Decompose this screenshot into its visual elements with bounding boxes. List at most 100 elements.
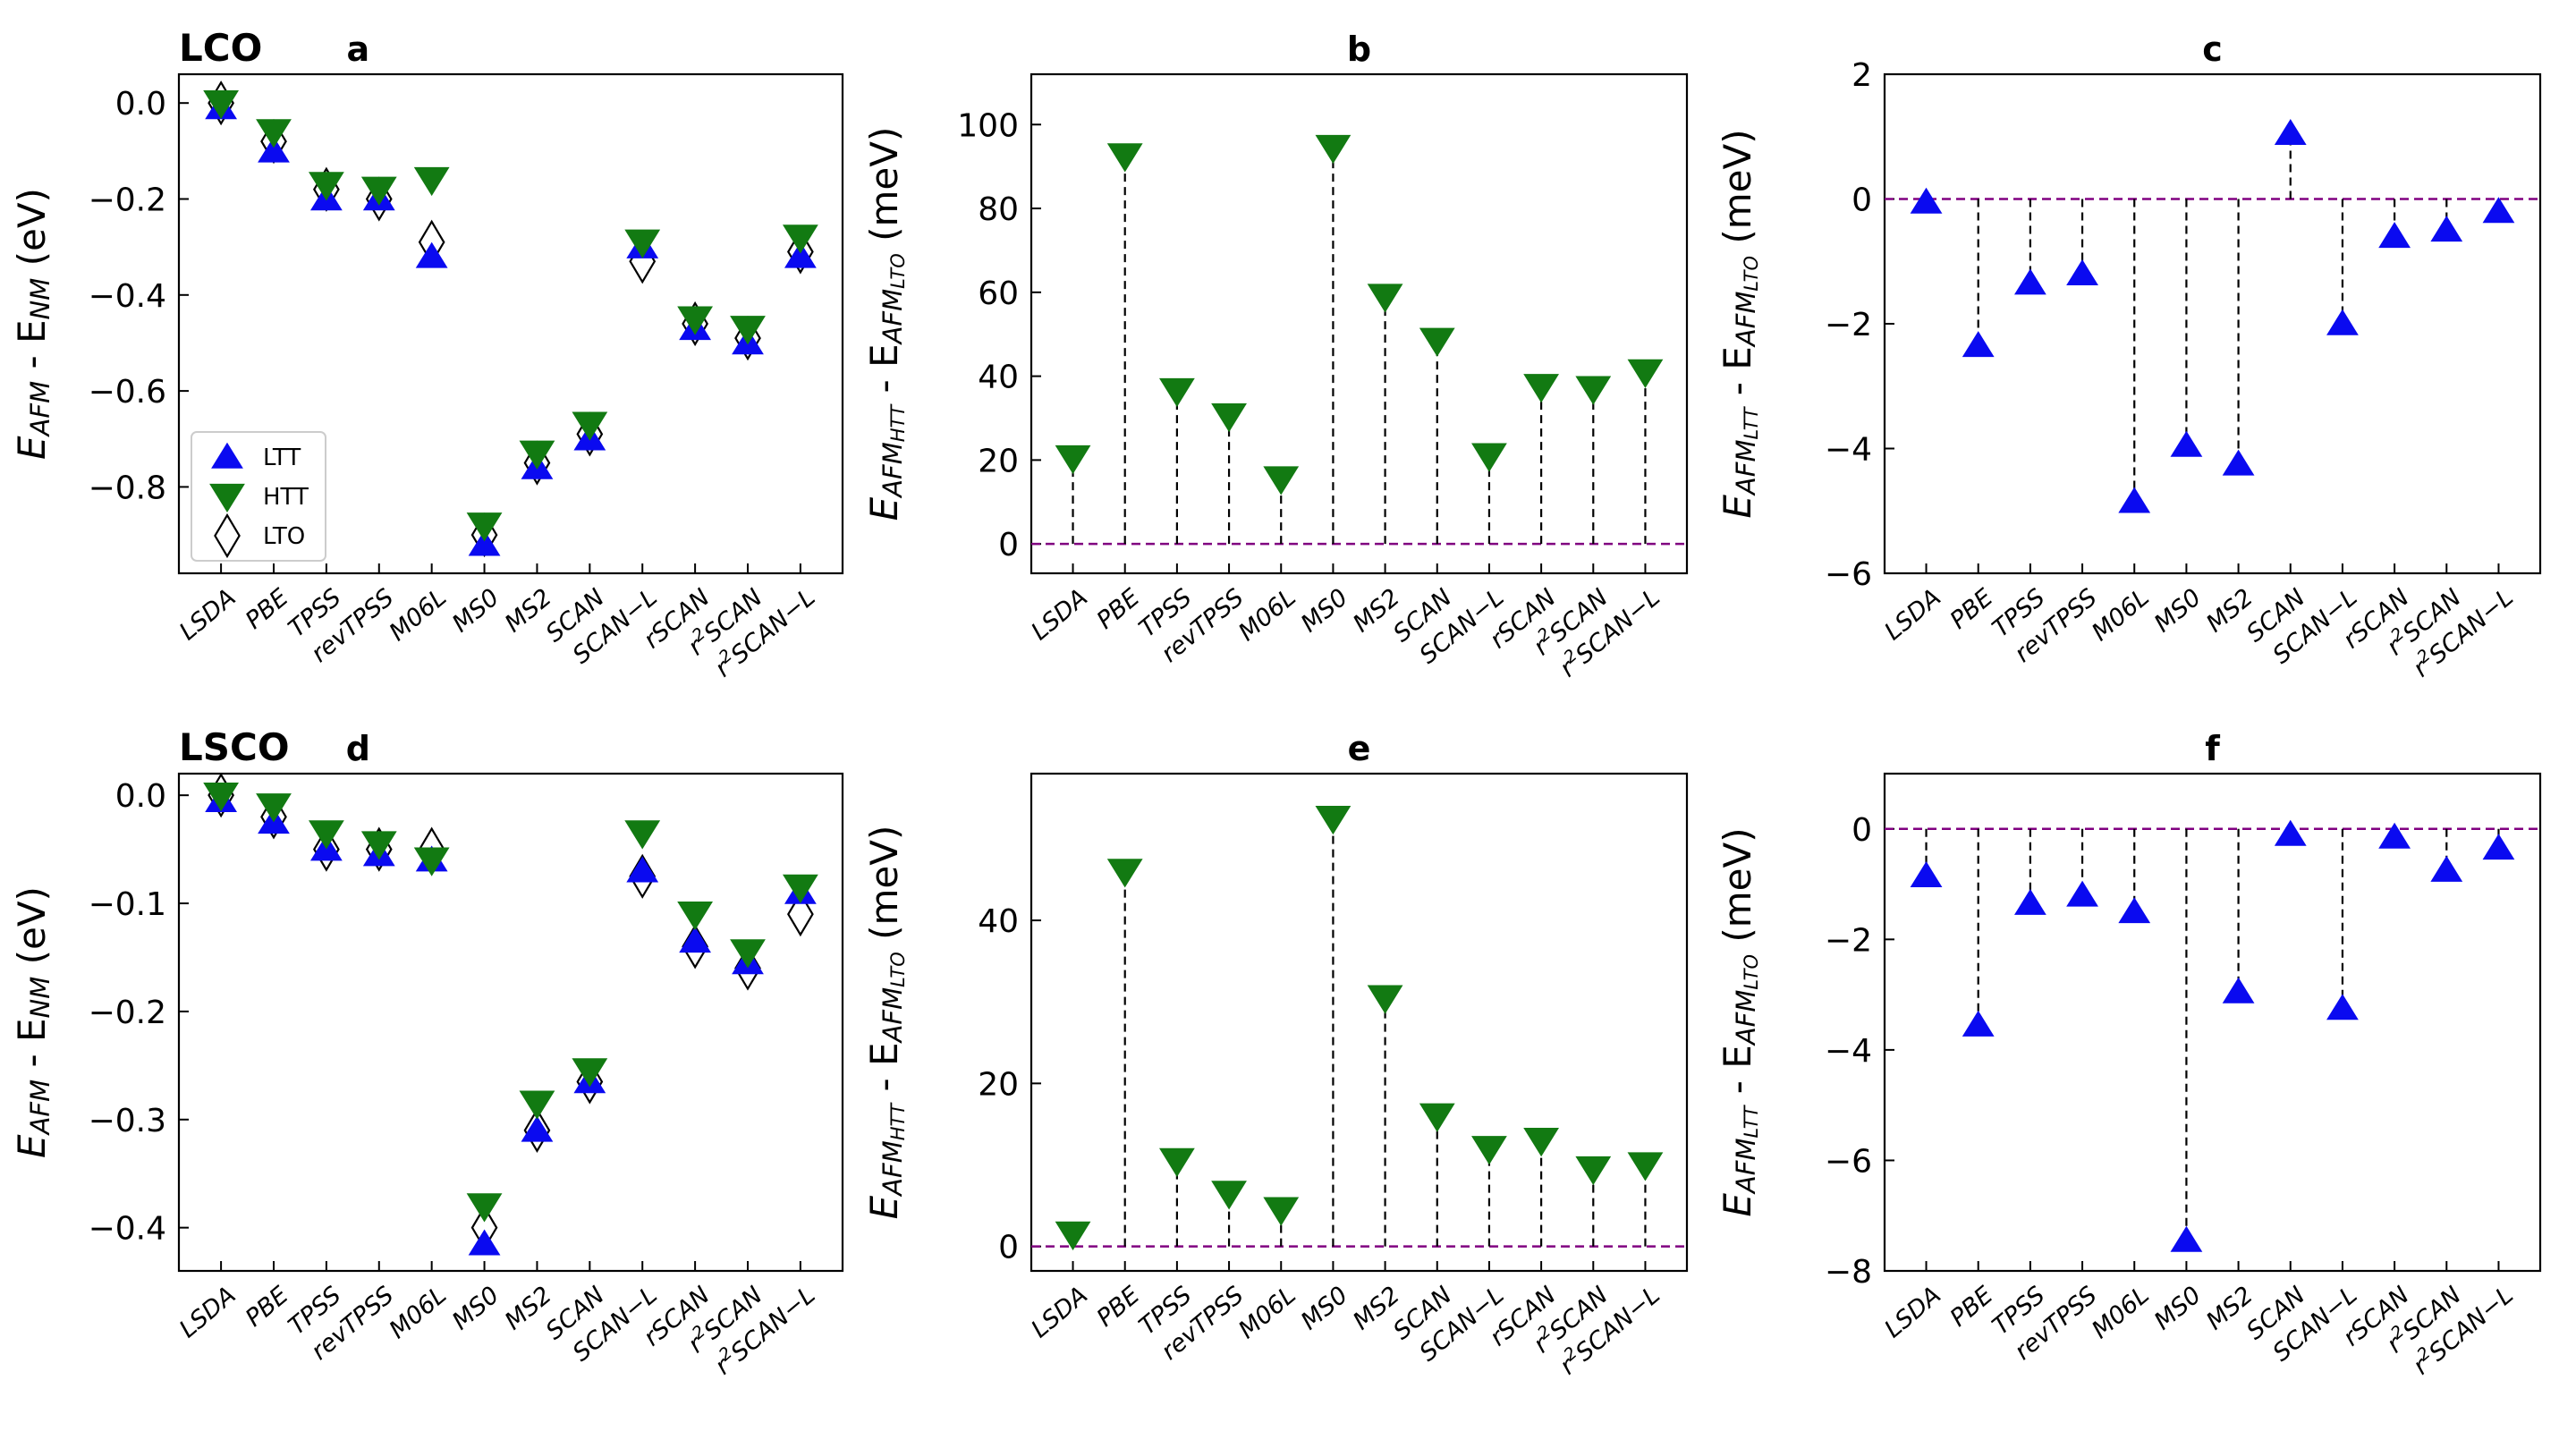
system-label: LCO — [179, 26, 262, 70]
system-label: LSCO — [179, 725, 290, 769]
x-tick-label: PBE — [1945, 584, 1999, 635]
data-point-htt — [1106, 859, 1143, 888]
data-point-ltt — [2118, 487, 2151, 513]
y-tick-label: 0.0 — [115, 778, 166, 815]
data-point-htt — [1523, 1127, 1560, 1157]
panel-e: e02040LSDAPBETPSSrevTPSSM06LMS0MS2SCANSC… — [862, 729, 1689, 1380]
x-tick-label: LSDA — [174, 584, 242, 647]
y-tick-label: 0.0 — [115, 86, 166, 123]
data-point-htt — [466, 1193, 503, 1223]
data-point-ltt — [2274, 819, 2307, 846]
data-point-htt — [256, 119, 292, 148]
y-axis-label: EAFM - ENM (eV) — [10, 886, 56, 1158]
data-point-htt — [308, 820, 344, 850]
data-point-ltt — [2170, 430, 2203, 457]
data-point-ltt — [1962, 1010, 1995, 1037]
plot-frame — [1883, 72, 2542, 575]
y-tick-label: −0.6 — [89, 374, 166, 411]
data-point-ltt — [2326, 309, 2359, 335]
data-point-ltt — [784, 241, 817, 268]
data-point-ltt — [2170, 1225, 2203, 1252]
x-tick-label: M06L — [385, 1282, 453, 1344]
data-point-ltt — [1910, 861, 1943, 888]
y-tick-label: 60 — [978, 275, 1019, 312]
data-point-ltt — [1962, 331, 1995, 358]
x-tick-label: M06L — [2087, 1282, 2155, 1344]
data-point-htt — [1263, 1197, 1300, 1226]
data-point-htt — [1627, 1152, 1664, 1181]
panel-title: e — [1348, 729, 1371, 768]
x-tick-label: MS0 — [447, 1282, 504, 1336]
x-tick-label: M06L — [1233, 1282, 1301, 1344]
data-point-ltt — [415, 241, 448, 268]
y-tick-label: 0 — [998, 527, 1019, 563]
data-point-htt — [1471, 443, 1507, 472]
x-tick-label: LSDA — [1026, 1282, 1093, 1344]
data-point-htt — [1055, 445, 1091, 475]
x-tick-label: MS0 — [447, 584, 504, 639]
legend: LTT HTT LTO — [191, 431, 326, 562]
x-tick-label: PBE — [1092, 1282, 1146, 1333]
legend-marker-htt — [209, 483, 245, 513]
y-tick-label: −0.3 — [89, 1103, 166, 1139]
panel-title: a — [347, 30, 370, 69]
y-tick-label: 0 — [998, 1230, 1019, 1266]
y-tick-label: −0.4 — [89, 1211, 166, 1248]
y-tick-label: 40 — [978, 903, 1019, 940]
data-point-htt — [1367, 284, 1403, 313]
y-axis-label: EAFMLTT - EAFMLTO (meV) — [1716, 129, 1763, 518]
data-point-htt — [308, 172, 344, 201]
data-point-ltt — [2430, 855, 2463, 882]
data-point-ltt — [1910, 187, 1943, 214]
data-point-htt — [1055, 1221, 1091, 1251]
data-point-ltt — [2013, 268, 2046, 295]
panel-c: c20−2−4−6LSDAPBETPSSrevTPSSM06LMS0MS2SCA… — [1716, 30, 2542, 682]
data-point-htt — [1158, 377, 1195, 408]
data-point-ltt — [2378, 822, 2411, 849]
x-tick-label: MS0 — [1296, 584, 1353, 639]
data-point-htt — [1263, 466, 1300, 495]
data-point-htt — [203, 90, 240, 120]
plot-frame — [1030, 772, 1689, 1273]
plot-frame — [177, 772, 844, 1273]
data-point-ltt — [626, 856, 659, 883]
y-tick-label: −0.2 — [89, 995, 166, 1031]
y-tick-label: −0.2 — [89, 182, 166, 219]
panel-title: f — [2205, 729, 2220, 768]
x-tick-label: MS0 — [1296, 1282, 1353, 1336]
panel-f: f0−2−4−6−8LSDAPBETPSSrevTPSSM06LMS0MS2SC… — [1716, 729, 2542, 1380]
data-point-htt — [1315, 805, 1352, 835]
y-axis-label: EAFMHTT - EAFMLTO (meV) — [862, 127, 910, 521]
x-tick-label: LSDA — [1879, 584, 1946, 647]
x-tick-label: LSDA — [1026, 584, 1093, 647]
data-point-htt — [466, 512, 503, 542]
plot-frame — [177, 72, 844, 575]
y-tick-label: 100 — [957, 107, 1019, 144]
data-point-htt — [624, 820, 661, 850]
y-tick-label: 2 — [1852, 57, 1872, 94]
data-point-htt — [782, 224, 818, 254]
data-point-htt — [1211, 1181, 1247, 1210]
legend-label-htt: HTT — [263, 484, 309, 511]
data-point-htt — [1471, 1136, 1507, 1165]
y-tick-label: −6 — [1825, 556, 1872, 593]
y-axis-label: EAFM - ENM (eV) — [10, 188, 56, 460]
data-point-htt — [1627, 359, 1664, 388]
data-point-htt — [677, 901, 714, 931]
y-axis-label: EAFMLTT - EAFMLTO (meV) — [1716, 827, 1763, 1216]
data-point-ltt — [2274, 119, 2307, 146]
data-point-lto — [787, 892, 814, 937]
data-point-htt — [203, 782, 240, 812]
panel-title: d — [346, 729, 370, 768]
data-point-ltt — [2118, 897, 2151, 924]
y-tick-label: 20 — [978, 443, 1019, 479]
plot-frame — [1883, 772, 2542, 1273]
data-point-htt — [413, 166, 450, 197]
data-point-ltt — [2222, 449, 2255, 476]
legend-label-lto: LTO — [263, 523, 305, 550]
data-point-htt — [730, 316, 766, 345]
data-point-ltt — [468, 1229, 501, 1256]
data-point-htt — [1523, 374, 1560, 403]
